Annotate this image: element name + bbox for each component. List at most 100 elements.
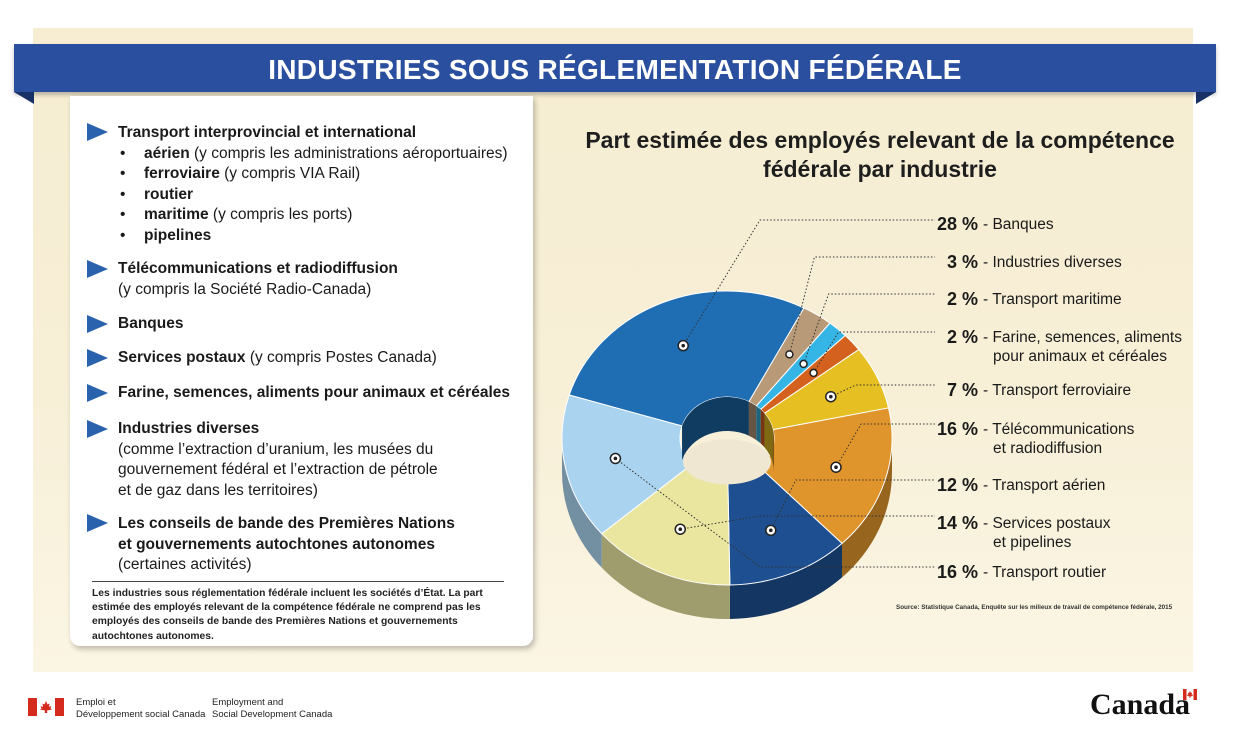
footnote: Les industries sous réglementation fédér… bbox=[92, 581, 504, 644]
dept-fr-line-1: Emploi et bbox=[76, 697, 116, 708]
slice-category-line-1: - Services postaux bbox=[983, 515, 1111, 532]
bullet-icon: • bbox=[120, 226, 126, 244]
conseils-heading-1: Les conseils de bande des Premières Nati… bbox=[118, 515, 455, 532]
arrow-bullet-icon bbox=[87, 315, 108, 333]
transport-mode-detail: (y compris les ports) bbox=[208, 206, 353, 223]
transport-mode-name: pipelines bbox=[144, 226, 212, 244]
banner-fold-right bbox=[1196, 92, 1216, 104]
slice-category: - Banques bbox=[983, 215, 1054, 234]
list-item-farine: Farine, semences, aliments pour animaux … bbox=[118, 383, 510, 404]
donut-inner-wall bbox=[764, 413, 774, 464]
donut-inner-wall bbox=[756, 405, 761, 444]
slice-marker-dot bbox=[834, 465, 838, 470]
transport-mode-item: • aérien (y compris les administrations a… bbox=[118, 144, 508, 165]
page-title: INDUSTRIES SOUS RÉGLEMENTATION FÉDÉRALE bbox=[268, 54, 962, 85]
dept-fr-line-2: Développement social Canada bbox=[76, 709, 206, 720]
donut-inner-wall bbox=[773, 429, 774, 472]
leader-line bbox=[813, 331, 935, 374]
donut-hole-floor bbox=[683, 439, 771, 485]
slice-category: - Industries diverses bbox=[983, 253, 1122, 272]
chart-title: Part estimée des employés relevant de la… bbox=[585, 127, 1175, 182]
slice-category: - Transport maritime bbox=[983, 290, 1122, 309]
arrow-bullet-icon bbox=[87, 420, 108, 438]
transport-mode-item: • routier bbox=[118, 185, 508, 206]
telecom-heading: Télécommunications et radiodiffusion bbox=[118, 260, 398, 277]
bullet-icon: • bbox=[120, 185, 126, 203]
transport-modes: • aérien (y compris les administrations a… bbox=[118, 144, 508, 247]
slice-category-line-1: - Industries diverses bbox=[983, 254, 1122, 271]
arrow-bullet-icon bbox=[87, 384, 108, 402]
slice-category-line-1: - Farine, semences, aliments bbox=[983, 329, 1182, 346]
transport-mode-detail: (y compris VIA Rail) bbox=[219, 165, 361, 182]
list-item-postaux: Services postaux (y compris Postes Canad… bbox=[118, 348, 437, 369]
bullet-icon: • bbox=[120, 206, 126, 223]
slice-label: 7 % - Transport ferroviaire bbox=[930, 381, 1131, 401]
transport-mode-name: maritime bbox=[144, 206, 209, 223]
postaux-heading: Services postaux bbox=[118, 349, 246, 366]
slice-category: - Transport aérien bbox=[983, 476, 1105, 495]
slice-label: 16 % - Transport routier bbox=[930, 563, 1106, 583]
slice-marker bbox=[799, 359, 808, 369]
list-item-diverses: Industries diverses (comme l’extraction … bbox=[118, 419, 438, 501]
slice-category: - Farine, semences, aliments pour animaux… bbox=[983, 328, 1182, 366]
leader-line bbox=[680, 515, 935, 530]
list-item-transport: Transport interprovincial et internation… bbox=[118, 123, 508, 246]
chart-source: Source: Statistique Canada, Enquête sur … bbox=[896, 604, 1173, 611]
slice-percent: 2 % bbox=[946, 327, 978, 347]
slice-percent: 16 % bbox=[936, 419, 978, 439]
transport-mode-name: ferroviaire bbox=[144, 165, 220, 182]
arrow-bullet-icon bbox=[87, 260, 108, 278]
dept-name-fr: Emploi et Développement social Canada bbox=[76, 697, 205, 721]
canada-wordmark: Canada bbox=[1090, 688, 1191, 721]
slice-label: 16 % - Télécommunications et radiodiffusio… bbox=[930, 420, 1134, 458]
slice-label: 2 % - Transport maritime bbox=[930, 290, 1122, 310]
donut-side-wall bbox=[601, 533, 730, 619]
slice-category-line-2: pour animaux et céréales bbox=[993, 348, 1168, 365]
slice-marker bbox=[785, 350, 794, 359]
slice-category-line-1: - Transport ferroviaire bbox=[983, 382, 1132, 399]
diverses-detail-1: (comme l’extraction d’uranium, les musée… bbox=[118, 440, 434, 458]
slice-percent: 28 % bbox=[936, 214, 978, 234]
conseils-detail: (certaines activités) bbox=[118, 556, 252, 573]
slice-category: - Transport routier bbox=[983, 563, 1106, 582]
industry-list-card bbox=[70, 96, 533, 646]
transport-mode-item: • ferroviaire (y compris VIA Rail) bbox=[118, 164, 508, 185]
donut-side-wall bbox=[562, 438, 602, 568]
slice-percent: 7 % bbox=[946, 380, 978, 400]
slice-category-line-1: - Télécommunications bbox=[983, 421, 1135, 438]
list-item-conseils: Les conseils de bande des Premières Nati… bbox=[118, 514, 455, 576]
transport-mode-name: aérien bbox=[144, 144, 190, 162]
slice-category: - Transport ferroviaire bbox=[983, 381, 1131, 400]
banner-fold-left bbox=[14, 92, 34, 104]
conseils-heading-2: et gouvernements autochtones autonomes bbox=[118, 535, 435, 553]
bullet-icon: • bbox=[120, 165, 126, 182]
slice-category: - Services postaux et pipelines bbox=[983, 514, 1111, 552]
slice-label: 14 % - Services postaux et pipelines bbox=[930, 514, 1111, 552]
slice-label: 2 % - Farine, semences, aliments pour anim… bbox=[930, 328, 1182, 366]
donut-inner-wall bbox=[760, 409, 765, 448]
slice-percent: 14 % bbox=[936, 513, 978, 533]
transport-mode-detail: (y compris les administrations aéroportu… bbox=[189, 144, 508, 162]
leader-line bbox=[615, 458, 935, 568]
transport-mode-item: • pipelines bbox=[118, 226, 508, 247]
slice-category-line-2: et radiodiffusion bbox=[993, 440, 1103, 457]
list-item-telecom: Télécommunications et radiodiffusion (y … bbox=[118, 259, 398, 300]
leader-line bbox=[803, 293, 935, 365]
bullet-icon: • bbox=[120, 144, 126, 162]
donut-inner-wall bbox=[748, 401, 757, 440]
arrow-bullet-icon bbox=[87, 349, 108, 367]
arrow-bullet-icon bbox=[87, 123, 108, 141]
slice-category-line-2: et pipelines bbox=[993, 534, 1072, 551]
transport-heading: Transport interprovincial et internation… bbox=[118, 124, 416, 141]
dept-en-line-1: Employment and bbox=[212, 697, 284, 708]
donut-side-wall bbox=[842, 438, 892, 578]
slice-category: - Télécommunications et radiodiffusion bbox=[983, 420, 1134, 458]
banques-heading: Banques bbox=[118, 315, 184, 332]
donut-side-wall bbox=[729, 543, 843, 619]
diverses-detail-2: gouvernement fédéral et l’extraction de … bbox=[118, 461, 438, 478]
diverses-detail-3: et de gaz dans les territoires) bbox=[118, 481, 318, 499]
slice-percent: 16 % bbox=[936, 562, 978, 582]
slice-marker-dot bbox=[769, 528, 773, 533]
slice-marker bbox=[809, 368, 818, 378]
